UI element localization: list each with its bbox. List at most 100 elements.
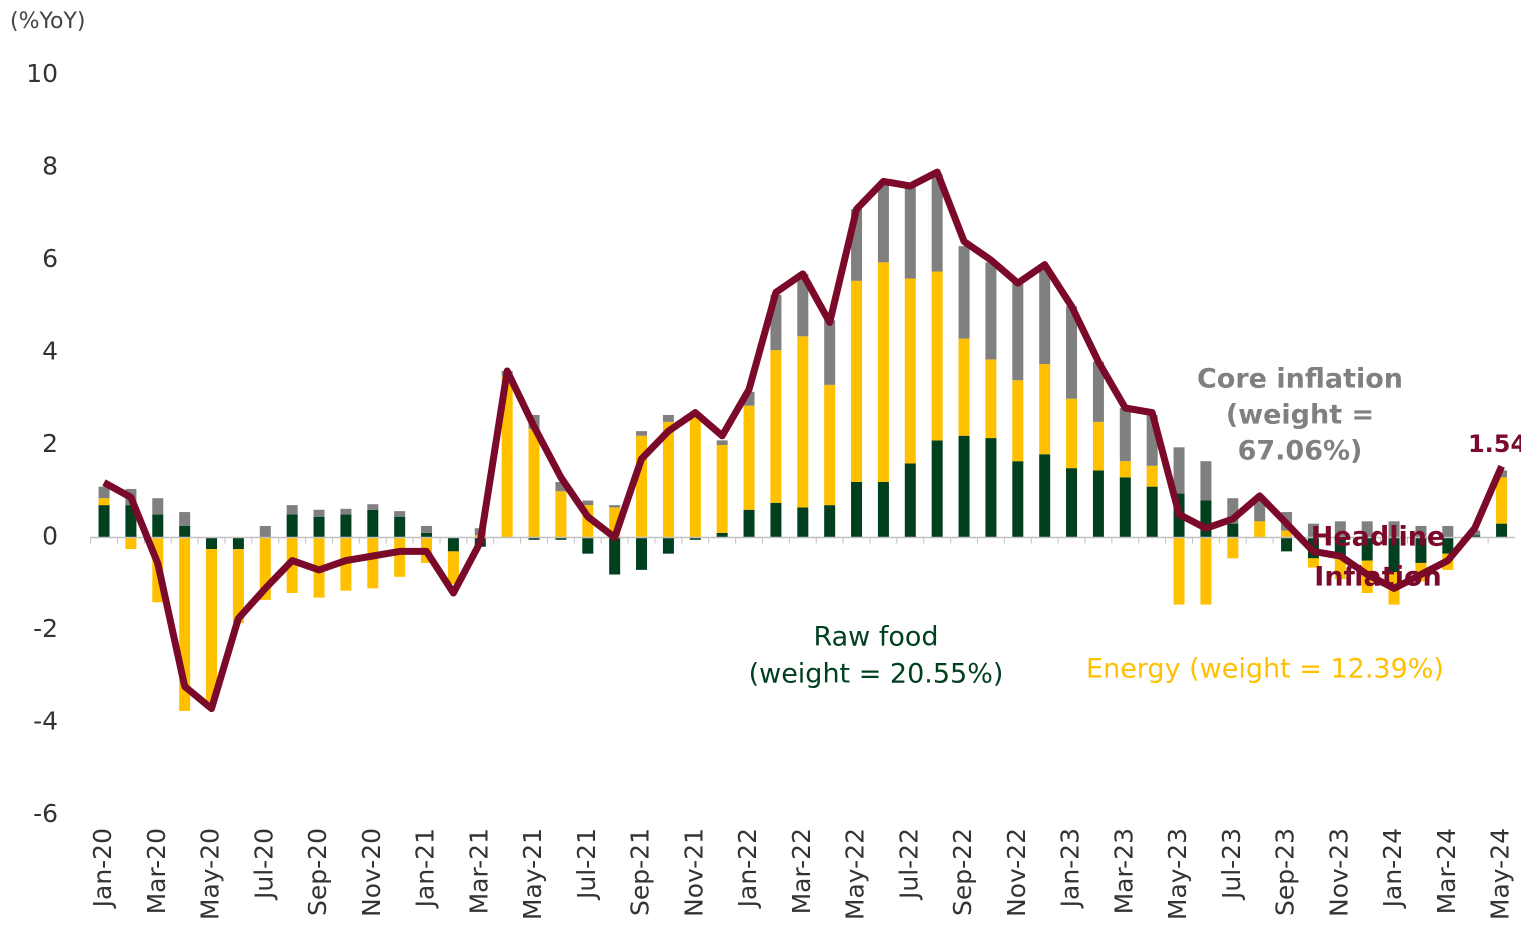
bar-segment: [259, 537, 271, 600]
bar-segment: [1254, 495, 1266, 522]
bar-segment: [770, 350, 782, 503]
bar-segment: [313, 509, 325, 517]
bar-segment: [1012, 380, 1024, 462]
bar-segment: [1334, 521, 1346, 538]
series-annotation: Raw food: [813, 622, 938, 653]
bar-segment: [636, 435, 648, 538]
bar-segment: [501, 375, 513, 538]
bar-segment: [877, 183, 889, 263]
bar-segment: [1200, 500, 1212, 538]
bar-segment: [1227, 498, 1239, 524]
bar-segment: [1254, 521, 1266, 538]
bar-segment: [824, 505, 836, 538]
bar-segment: [394, 537, 406, 577]
bar-segment: [1119, 477, 1131, 538]
y-tick-label: -4: [33, 707, 58, 736]
x-tick-label: Jul-20: [249, 828, 278, 901]
x-tick-label: Jan-23: [1056, 828, 1085, 909]
y-axis-label: (%YoY): [10, 9, 86, 34]
bar-segment: [1281, 530, 1293, 538]
x-tick-label: May-24: [1486, 828, 1515, 920]
bar-segment: [958, 338, 970, 436]
bar-segment: [286, 514, 298, 538]
x-tick-label: Nov-22: [1002, 828, 1031, 917]
y-tick-label: 8: [42, 152, 58, 181]
bar-segment: [904, 186, 916, 279]
x-tick-label: Mar-20: [142, 828, 171, 914]
bar-segment: [447, 537, 459, 552]
bar-segment: [662, 537, 674, 554]
headline-line: [102, 168, 1505, 713]
bar-segment: [206, 549, 218, 702]
bar-segment: [98, 498, 110, 506]
bar-segment: [797, 273, 809, 337]
bar-segment: [985, 359, 997, 439]
bar-segment: [1066, 306, 1078, 399]
bar-segment: [851, 209, 863, 281]
bar-segment: [877, 262, 889, 482]
x-tick-label: Sep-22: [948, 828, 977, 916]
bar-segment: [1146, 414, 1158, 466]
bar-segment: [125, 537, 137, 550]
bar-segment: [931, 440, 943, 538]
bar-segment: [1307, 558, 1319, 568]
series-annotation: (weight =: [1226, 400, 1374, 431]
bar-segment: [636, 537, 648, 570]
bar-segment: [797, 336, 809, 508]
y-tick-label: 6: [42, 244, 58, 273]
bar-segment: [1361, 521, 1373, 538]
series-annotation: Energy (weight = 12.39%): [1086, 654, 1444, 685]
bar-segment: [743, 391, 755, 406]
bar-segment: [1334, 537, 1346, 556]
bar-segment: [206, 537, 218, 550]
bar-segment: [824, 384, 836, 506]
bar-segment: [1496, 523, 1508, 538]
y-tick-label: -6: [33, 799, 58, 828]
bar-segment: [232, 549, 244, 624]
bar-segment: [1227, 537, 1239, 559]
bar-segment: [1307, 523, 1319, 538]
bar-segment: [582, 500, 594, 506]
x-tick-label: Nov-21: [679, 828, 708, 917]
bar-segment: [716, 445, 728, 533]
bar-segment: [98, 486, 110, 499]
bar-segment: [125, 505, 137, 538]
x-tick-label: Mar-23: [1109, 828, 1138, 914]
bar-segment: [904, 463, 916, 538]
bar-segment: [286, 505, 298, 515]
x-tick-label: Mar-22: [787, 828, 816, 914]
bar-segment: [555, 537, 567, 540]
bar-segment: [636, 431, 648, 436]
bar-segment: [1066, 398, 1078, 469]
bar-segment: [1119, 408, 1131, 462]
bar-segment: [447, 551, 459, 584]
bar-segment: [1469, 535, 1481, 538]
bar-segment: [958, 246, 970, 339]
bar-segment: [662, 414, 674, 422]
series-annotation: Headline: [1311, 522, 1446, 553]
y-tick-label: -2: [33, 614, 58, 643]
bar-segment: [555, 491, 567, 538]
bar-segment: [1173, 447, 1185, 494]
bar-segment: [1092, 361, 1104, 422]
bar-segment: [1334, 556, 1346, 580]
bar-segment: [1092, 470, 1104, 538]
bar-segment: [931, 271, 943, 441]
bar-segment: [1173, 537, 1185, 605]
y-tick-label: 2: [42, 429, 58, 458]
bar-segment: [689, 417, 701, 538]
bar-segment: [609, 537, 621, 575]
bar-segment: [232, 537, 244, 550]
bar-segment: [1415, 537, 1427, 563]
bar-segment: [528, 428, 540, 538]
bar-segment: [340, 508, 352, 515]
bar-segment: [1012, 283, 1024, 381]
bar-segment: [1415, 525, 1427, 538]
x-tick-label: May-20: [196, 828, 225, 920]
bar-segment: [931, 174, 943, 272]
bar-segment: [1361, 537, 1373, 561]
bar-segment: [689, 537, 701, 540]
bar-segment: [1388, 521, 1400, 538]
bar-segment: [394, 516, 406, 538]
bar-segment: [152, 514, 164, 538]
